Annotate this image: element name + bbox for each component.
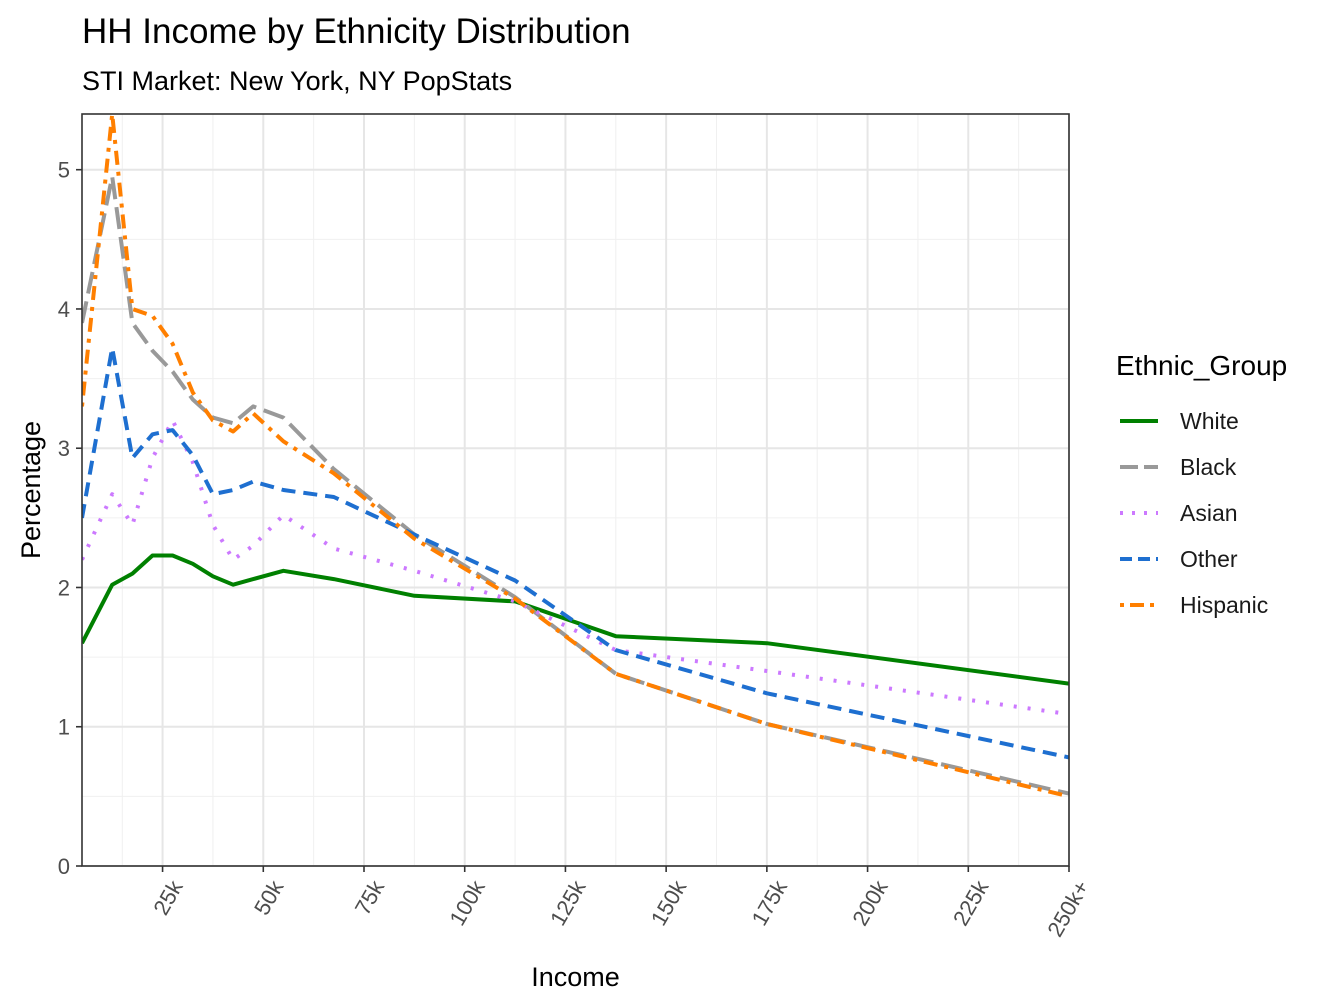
legend-item-other: Other bbox=[1116, 536, 1287, 582]
legend-item-asian: Asian bbox=[1116, 490, 1287, 536]
x-tick-label: 75k bbox=[350, 875, 390, 919]
legend-key-hispanic bbox=[1120, 603, 1158, 607]
x-tick-label: 100k bbox=[444, 875, 490, 930]
x-tick-label: 225k bbox=[948, 875, 994, 930]
y-tick-label: 0 bbox=[58, 854, 70, 879]
y-tick-label: 1 bbox=[58, 715, 70, 740]
legend-label-black: Black bbox=[1180, 453, 1237, 480]
x-tick-label: 175k bbox=[747, 875, 793, 930]
x-axis-label: Income bbox=[531, 962, 620, 992]
series-line-asian bbox=[82, 418, 1069, 717]
y-tick-label: 3 bbox=[58, 436, 70, 461]
legend-item-black: Black bbox=[1116, 444, 1287, 490]
legend-key-black bbox=[1120, 465, 1158, 469]
x-tick-label: 25k bbox=[148, 875, 188, 919]
series-line-black bbox=[82, 174, 1069, 796]
legend-title: Ethnic_Group bbox=[1116, 350, 1288, 381]
series-lines bbox=[82, 114, 1069, 799]
series-line-white bbox=[82, 553, 1069, 686]
chart-subtitle: STI Market: New York, NY PopStats bbox=[82, 66, 513, 96]
legend-item-white: White bbox=[1116, 398, 1287, 444]
series-line-hispanic bbox=[82, 114, 1069, 799]
legend-key-asian bbox=[1120, 511, 1158, 515]
y-tick-label: 2 bbox=[58, 575, 70, 600]
x-tick-label: 200k bbox=[847, 875, 893, 930]
legend-label-hispanic: Hispanic bbox=[1180, 591, 1269, 618]
legend-label-white: White bbox=[1180, 407, 1239, 434]
legend: Ethnic_Group White Black Asian Other His… bbox=[1116, 350, 1287, 628]
legend-label-other: Other bbox=[1180, 545, 1238, 572]
y-tick-label: 4 bbox=[58, 297, 70, 322]
legend-key-white bbox=[1120, 419, 1158, 423]
legend-key-other bbox=[1120, 557, 1158, 561]
x-tick-label: 50k bbox=[249, 875, 289, 919]
x-tick-label: 125k bbox=[545, 875, 591, 930]
y-axis-label: Percentage bbox=[16, 421, 46, 559]
minor-gridlines bbox=[82, 114, 1069, 866]
y-tick-label: 5 bbox=[58, 158, 70, 183]
panel-border bbox=[81, 113, 1070, 867]
legend-item-hispanic: Hispanic bbox=[1116, 582, 1287, 628]
series-line-other bbox=[82, 346, 1069, 760]
x-tick-label: 250k+ bbox=[1042, 876, 1094, 941]
x-tick-label: 150k bbox=[646, 875, 692, 930]
legend-label-asian: Asian bbox=[1180, 499, 1238, 526]
chart-title: HH Income by Ethnicity Distribution bbox=[82, 12, 631, 51]
